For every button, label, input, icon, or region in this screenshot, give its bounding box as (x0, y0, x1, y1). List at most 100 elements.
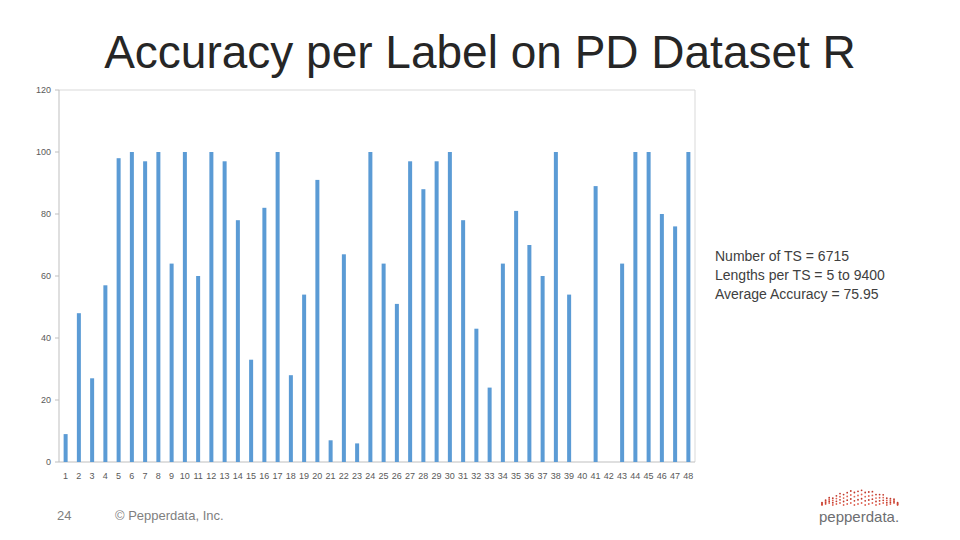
logo-dot (864, 500, 866, 502)
title: Accuracy per Label on PD Dataset R (104, 26, 856, 78)
bar (77, 313, 81, 462)
bar (594, 186, 598, 462)
logo-dot (875, 494, 877, 496)
y-tick (55, 152, 59, 153)
logo-dot (846, 503, 848, 505)
bar (673, 226, 677, 462)
x-tick-label: 34 (498, 471, 508, 481)
y-tick-label: 100 (36, 147, 51, 157)
logo-dot (875, 497, 877, 499)
logo-dot (857, 495, 859, 497)
logo-dot (843, 494, 845, 496)
slide: Accuracy per Label on PD Dataset R 0 20 40 6… (0, 0, 960, 540)
logo-dot (882, 494, 884, 496)
bar (514, 211, 518, 462)
logo-dot (875, 504, 877, 506)
x-tick-label: 11 (193, 471, 202, 481)
annotation: Number of TS = 6715 (715, 248, 849, 264)
y-tick-label: 0 (46, 457, 51, 467)
logo: pepperdata. (819, 508, 899, 525)
logo-dot (850, 490, 852, 492)
bar (143, 161, 147, 462)
y-tick-label: 20 (41, 395, 51, 405)
bar (315, 180, 319, 462)
logo-dot (890, 500, 892, 502)
y-tick-label: 40 (41, 333, 51, 343)
bar (541, 276, 545, 462)
logo-dot (864, 492, 866, 494)
bar (620, 264, 624, 462)
logo-dot (828, 502, 830, 504)
bar (117, 158, 121, 462)
logo-dot (836, 498, 838, 500)
logo-dot (879, 494, 881, 496)
bar (488, 388, 492, 462)
bar (64, 434, 68, 462)
bar (395, 304, 399, 462)
x-axis (59, 462, 695, 463)
x-tick-label: 6 (129, 471, 134, 481)
x-tick-label: 42 (604, 471, 614, 481)
logo-mark (821, 489, 898, 506)
logo-dot (850, 502, 852, 504)
logo-dot (886, 504, 888, 506)
logo-dot (850, 494, 852, 496)
logo-dot (868, 503, 870, 505)
x-tick-label: 18 (286, 471, 296, 481)
bar (183, 152, 187, 462)
logo-dot (857, 490, 859, 492)
copyright: © Pepperdata, Inc. (115, 508, 224, 523)
x-tick-label: 38 (551, 471, 561, 481)
page-number: 24 (57, 508, 71, 523)
x-tick-label: 31 (458, 471, 468, 481)
logo-dot (854, 504, 856, 506)
logo-dot (828, 499, 830, 501)
logo-dot (828, 500, 830, 502)
logo-dot (832, 497, 834, 499)
x-tick-label: 15 (246, 471, 256, 481)
bar (580, 462, 584, 463)
x-tick-label: 36 (524, 471, 534, 481)
x-tick-label: 19 (299, 471, 309, 481)
logo-dot (897, 502, 899, 504)
x-tick-label: 12 (206, 471, 216, 481)
x-tick-label: 7 (143, 471, 148, 481)
bar (421, 189, 425, 462)
frame-top (59, 90, 695, 91)
logo-dot (879, 497, 881, 499)
x-tick-label: 13 (220, 471, 230, 481)
x-tick-label: 29 (432, 471, 442, 481)
x-tick-label: 2 (76, 471, 81, 481)
frame-right (695, 90, 696, 462)
x-tick-label: 39 (564, 471, 574, 481)
logo-dot (893, 498, 895, 500)
x-tick-label: 27 (405, 471, 415, 481)
logo-dot (846, 499, 848, 501)
bar (276, 152, 280, 462)
logo-dot (843, 497, 845, 499)
bar (130, 152, 134, 462)
x-tick-label: 5 (116, 471, 121, 481)
bar (647, 152, 651, 462)
logo-dot (839, 496, 841, 498)
x-tick-label: 26 (392, 471, 402, 481)
y-tick (55, 214, 59, 215)
y-tick-label: 120 (36, 85, 51, 95)
logo-dot (854, 496, 856, 498)
logo-dot (836, 500, 838, 502)
logo-dot (861, 498, 863, 500)
bar (329, 440, 333, 462)
x-tick-label: 4 (103, 471, 108, 481)
x-tick-label: 45 (644, 471, 654, 481)
logo-dot (864, 496, 866, 498)
logo-dot (846, 492, 848, 494)
logo-dot (832, 500, 834, 502)
logo-dot (832, 502, 834, 504)
x-tick-label: 44 (630, 471, 640, 481)
x-tick-label: 28 (418, 471, 428, 481)
bar (342, 254, 346, 462)
y-tick-label: 80 (41, 209, 51, 219)
annotation: Average Accuracy = 75.95 (715, 286, 879, 302)
bar (501, 264, 505, 462)
bar (382, 264, 386, 462)
